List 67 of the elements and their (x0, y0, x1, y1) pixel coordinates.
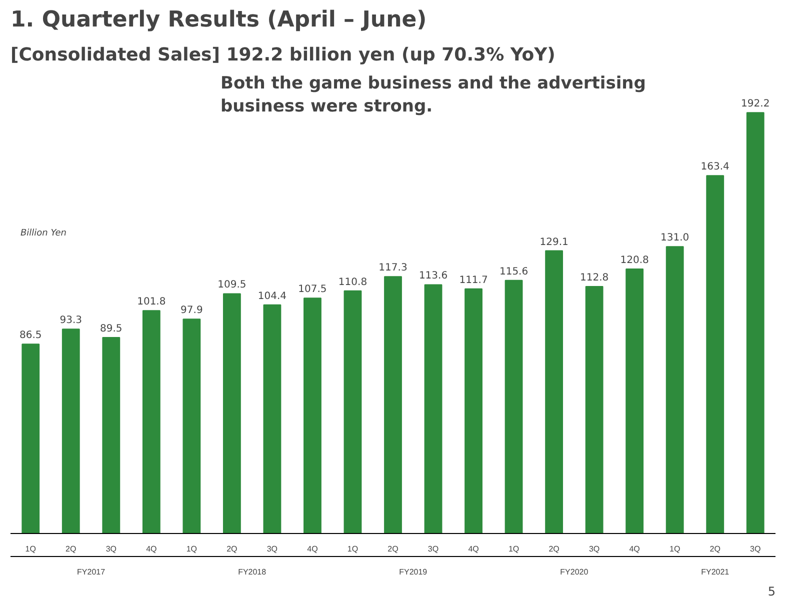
data-label: 192.2 (741, 98, 770, 110)
bar (182, 318, 201, 534)
text: 5 (768, 584, 776, 598)
x-tick-label: 3Q (266, 544, 278, 554)
x-tick-label: 2Q (388, 544, 398, 554)
x-tick-label: 2Q (548, 544, 560, 554)
x-tick-label: 1Q (670, 544, 680, 554)
chart-title: 1. Quarterly Results (April – June) (10, 8, 427, 32)
data-label: 115.6 (499, 266, 528, 278)
data-label: 93.3 (60, 315, 82, 326)
data-label: 120.8 (620, 254, 649, 266)
x-tick-label: 3Q (106, 544, 116, 554)
bar (746, 112, 764, 534)
bar (384, 276, 402, 534)
x-tick-label: 3Q (428, 544, 439, 554)
text: FY2018 (238, 568, 267, 576)
data-label: 110.8 (338, 276, 368, 288)
bar (504, 280, 523, 534)
bar (706, 175, 724, 534)
data-label: 131.0 (660, 232, 690, 244)
data-label: 86.5 (20, 330, 42, 342)
bar (304, 298, 322, 534)
data-label: 163.4 (700, 162, 730, 173)
data-label: 104.4 (258, 290, 287, 302)
data-label: 113.6 (418, 270, 448, 282)
chart-subtitle: [Consolidated Sales] 192.2 billion yen (up 70.3% YoY) (10, 44, 556, 66)
x-tick-label: 1Q (347, 544, 358, 554)
bar (545, 250, 564, 534)
text: FY2021 (701, 568, 730, 576)
bar (344, 290, 362, 534)
text: FY2019 (399, 568, 428, 576)
x-tick-label: 2Q (226, 544, 238, 554)
x-tick-label: 1Q (25, 544, 36, 554)
bar (222, 293, 241, 534)
x-tick-label: 2Q (710, 544, 720, 554)
bar (626, 268, 644, 534)
data-label: 97.9 (180, 305, 203, 316)
data-label: 89.5 (100, 324, 122, 334)
bar (263, 304, 282, 534)
bar (666, 246, 684, 534)
data-label: 107.5 (298, 284, 327, 296)
text: FY2017 (77, 568, 106, 576)
data-label: 101.8 (137, 296, 166, 308)
x-tick-label: 4Q (146, 544, 157, 554)
bar (22, 344, 40, 534)
bar (585, 286, 604, 534)
bar (424, 284, 442, 534)
x-tick-label: 2Q (66, 544, 76, 554)
data-label: 129.1 (540, 236, 568, 248)
x-tick-label: 3Q (750, 544, 761, 554)
data-label: 111.7 (459, 274, 488, 286)
x-tick-label: 3Q (588, 544, 600, 554)
bar (62, 328, 80, 534)
bar (142, 310, 160, 534)
x-tick-label: 4Q (629, 544, 640, 554)
bar (102, 337, 120, 534)
data-label: 112.8 (580, 272, 609, 284)
x-tick-label: 4Q (307, 544, 318, 554)
x-tick-label: 1Q (508, 544, 520, 554)
text: FY2020 (560, 568, 589, 576)
bar (464, 288, 482, 534)
data-label: 109.5 (218, 280, 246, 291)
y-axis-title: Billion Yen (20, 228, 67, 238)
x-tick-label: 1Q (186, 544, 198, 554)
annotation: Both the game business and the advertising business were strong. (220, 74, 646, 116)
data-label: 117.3 (378, 262, 408, 274)
x-tick-label: 4Q (468, 544, 479, 554)
